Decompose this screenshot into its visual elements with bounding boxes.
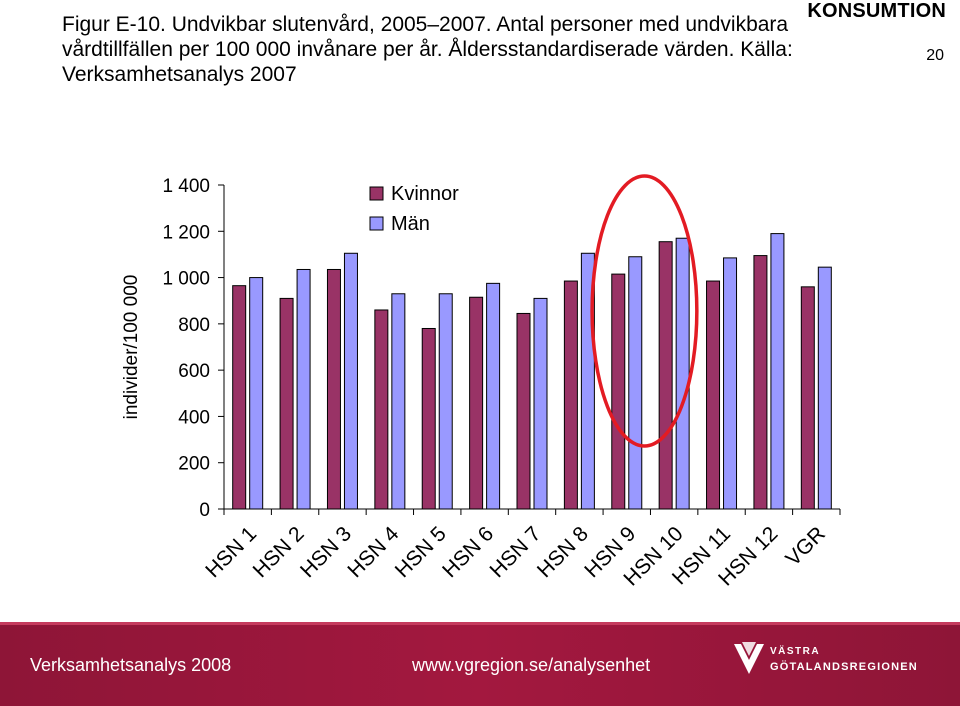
x-tick-label: HSN 2 xyxy=(249,522,309,582)
bar-män-hsn-3 xyxy=(343,252,358,510)
vastra-gotalandsregionen-logo: VÄSTRA GÖTALANDSREGIONEN xyxy=(732,640,922,686)
footer-divider xyxy=(0,622,960,625)
bar-män-hsn-12 xyxy=(770,233,785,510)
logo-mark-icon xyxy=(734,642,764,674)
bar-män-hsn-9 xyxy=(628,256,643,510)
x-tick-label: HSN 8 xyxy=(533,522,593,582)
bar-kvinnor-hsn-12 xyxy=(753,255,768,510)
y-axis-ticks: 0 200 400 600 800 1 000 1 200 1 400 xyxy=(162,176,224,521)
x-tick-label: HSN 6 xyxy=(438,522,498,582)
page-number: 20 xyxy=(926,47,944,64)
y-tick-label: 200 xyxy=(178,454,210,475)
x-tick-label: HSN 7 xyxy=(486,522,546,582)
bar-chart: individer/100 000 0 200 400 600 800 1 000 1 20… xyxy=(121,174,841,591)
bars xyxy=(232,233,832,510)
bar-män-hsn-1 xyxy=(249,277,264,510)
bar-kvinnor-hsn-11 xyxy=(706,280,721,510)
legend-label-män: Män xyxy=(391,213,430,235)
figure-caption: Figur E-10. Undvikbar slutenvård, 2005–2… xyxy=(62,13,793,86)
logo-line-2: GÖTALANDSREGIONEN xyxy=(770,661,918,673)
bar-män-hsn-11 xyxy=(723,257,738,510)
x-tick-label: HSN 1 xyxy=(201,522,261,582)
y-axis-label: individer/100 000 xyxy=(121,275,142,420)
bar-kvinnor-hsn-6 xyxy=(469,296,484,510)
section-label: KONSUMTION xyxy=(807,0,946,22)
bar-män-hsn-2 xyxy=(296,268,311,510)
bar-kvinnor-hsn-8 xyxy=(563,280,578,510)
y-tick-label: 1 000 xyxy=(162,269,210,290)
bar-kvinnor-hsn-3 xyxy=(326,268,341,510)
x-tick-label: HSN 3 xyxy=(296,522,356,582)
bar-kvinnor-hsn-4 xyxy=(374,309,389,510)
legend: Kvinnor Män xyxy=(369,183,459,235)
bar-män-hsn-10 xyxy=(675,237,690,510)
y-tick-label: 600 xyxy=(178,361,210,382)
y-tick-label: 1 400 xyxy=(162,176,210,197)
bar-kvinnor-hsn-10 xyxy=(658,241,673,510)
bar-kvinnor-hsn-9 xyxy=(611,273,626,510)
bar-kvinnor-hsn-2 xyxy=(279,297,294,510)
bar-kvinnor-hsn-1 xyxy=(232,285,247,510)
bar-män-hsn-5 xyxy=(438,293,453,510)
legend-swatch-män xyxy=(369,216,384,231)
y-tick-label: 800 xyxy=(178,315,210,336)
legend-swatch-kvinnor xyxy=(369,186,384,201)
bar-män-hsn-7 xyxy=(533,297,548,510)
legend-label-kvinnor: Kvinnor xyxy=(391,183,459,205)
footer-bar: Verksamhetsanalys 2008 www.vgregion.se/a… xyxy=(0,622,960,706)
y-axis-label-group: individer/100 000 xyxy=(121,275,142,420)
footer-url: www.vgregion.se/analysenhet xyxy=(412,655,651,675)
highlight-ellipse-shape xyxy=(590,174,699,448)
footer-left-text: Verksamhetsanalys 2008 xyxy=(30,655,232,675)
x-tick-label: HSN 4 xyxy=(343,522,403,582)
axes xyxy=(223,185,840,510)
bar-män-hsn-4 xyxy=(391,293,406,510)
y-tick-label: 400 xyxy=(178,407,210,428)
y-tick-label: 0 xyxy=(199,500,210,521)
bar-män-hsn-6 xyxy=(486,282,501,510)
x-tick-label: VGR xyxy=(781,522,829,570)
bar-kvinnor-hsn-7 xyxy=(516,312,531,510)
logo-line-1: VÄSTRA xyxy=(770,646,821,657)
bar-kvinnor-vgr xyxy=(800,286,815,510)
bar-män-vgr xyxy=(817,266,832,510)
y-tick-label: 1 200 xyxy=(162,222,210,243)
x-tick-label: HSN 5 xyxy=(391,522,451,582)
highlight-ellipse xyxy=(590,174,699,448)
bar-kvinnor-hsn-5 xyxy=(421,327,436,510)
